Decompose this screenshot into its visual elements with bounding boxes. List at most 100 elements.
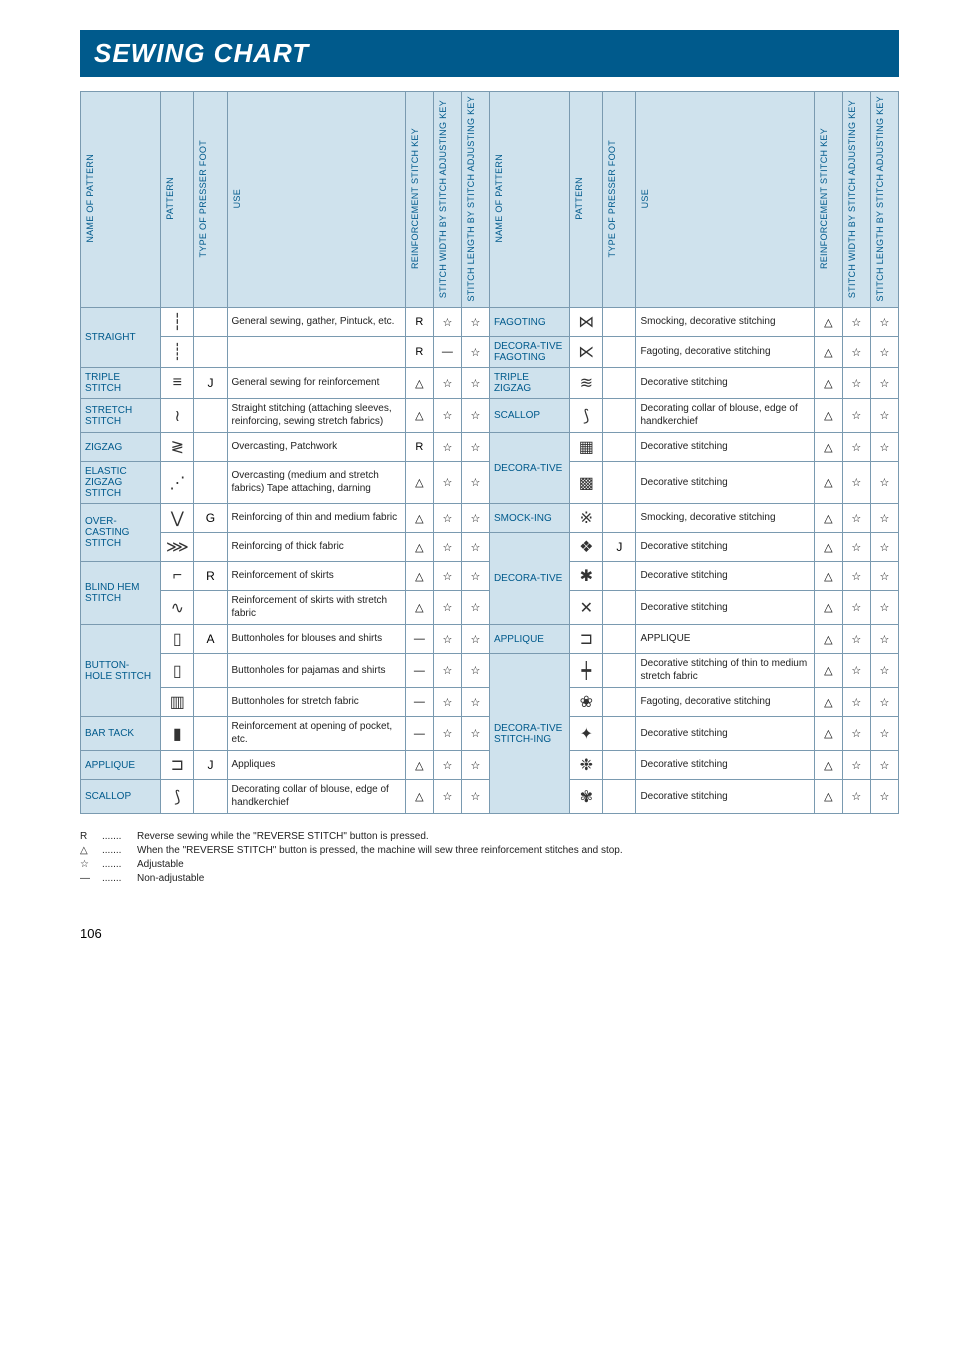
width-sym: ☆: [842, 625, 870, 654]
presser-foot-icon: [603, 399, 636, 433]
pattern-icon: ∿: [161, 591, 194, 625]
width-sym: ☆: [433, 399, 461, 433]
length-sym: ☆: [870, 751, 898, 780]
pattern-icon: ⋙: [161, 533, 194, 562]
pattern-name: APPLIQUE: [81, 751, 161, 780]
length-sym: ☆: [870, 399, 898, 433]
page: SEWING CHART NAME OF PATTERN PATTERN TYP…: [0, 0, 954, 971]
table-row: BUTTON-HOLE STITCH▯AButtonholes for blou…: [81, 625, 899, 654]
page-number: 106: [80, 926, 899, 941]
use-text: Decorative stitching of thin to medium s…: [636, 654, 814, 688]
reinforce-sym: △: [814, 504, 842, 533]
reinforce-sym: R: [405, 308, 433, 337]
use-text: Decorative stitching: [636, 462, 814, 504]
table-row: ⋙Reinforcing of thick fabric△☆☆DECORA-TI…: [81, 533, 899, 562]
width-sym: ☆: [842, 504, 870, 533]
length-sym: ☆: [461, 337, 489, 368]
hdr-name-l: NAME OF PATTERN: [81, 92, 161, 308]
width-sym: ☆: [433, 504, 461, 533]
hdr-foot-l: TYPE OF PRESSER FOOT: [194, 92, 227, 308]
use-text: Decorative stitching: [636, 533, 814, 562]
presser-foot-icon: [603, 751, 636, 780]
reinforce-sym: △: [814, 591, 842, 625]
use-text: General sewing, gather, Pintuck, etc.: [227, 308, 405, 337]
title-text: SEWING CHART: [94, 38, 309, 68]
length-sym: ☆: [870, 562, 898, 591]
hdr-pattern-l: PATTERN: [161, 92, 194, 308]
reinforce-sym: △: [814, 308, 842, 337]
legend-dots: .......: [102, 858, 137, 872]
hdr-length-r: STITCH LENGTH BY STITCH ADJUSTING KEY: [870, 92, 898, 308]
pattern-icon: ✦: [570, 717, 603, 751]
use-text: Decorative stitching: [636, 780, 814, 814]
width-sym: ☆: [842, 591, 870, 625]
length-sym: ☆: [870, 654, 898, 688]
pattern-icon: ┊: [161, 337, 194, 368]
reinforce-sym: △: [814, 462, 842, 504]
pattern-icon: ▮: [161, 717, 194, 751]
pattern-icon: ⋰: [161, 462, 194, 504]
reinforce-sym: △: [405, 591, 433, 625]
width-sym: ☆: [842, 533, 870, 562]
reinforce-sym: △: [405, 504, 433, 533]
length-sym: ☆: [461, 751, 489, 780]
presser-foot-icon: [194, 717, 227, 751]
hdr-width-l: STITCH WIDTH BY STITCH ADJUSTING KEY: [433, 92, 461, 308]
table-row: ZIGZAG≷Overcasting, PatchworkR☆☆DECORA-T…: [81, 433, 899, 462]
width-sym: ☆: [433, 654, 461, 688]
presser-foot-icon: [194, 533, 227, 562]
length-sym: ☆: [870, 688, 898, 717]
hdr-length-l: STITCH LENGTH BY STITCH ADJUSTING KEY: [461, 92, 489, 308]
pattern-name: SMOCK-ING: [489, 504, 569, 533]
reinforce-sym: △: [405, 368, 433, 399]
use-text: Reinforcement of skirts: [227, 562, 405, 591]
length-sym: ☆: [870, 337, 898, 368]
reinforce-sym: △: [814, 688, 842, 717]
use-text: Fagoting, decorative stitching: [636, 337, 814, 368]
length-sym: ☆: [461, 625, 489, 654]
legend-text: When the "REVERSE STITCH" button is pres…: [137, 844, 623, 858]
width-sym: ☆: [433, 368, 461, 399]
table-row: OVER-CASTING STITCH⋁GReinforcing of thin…: [81, 504, 899, 533]
length-sym: ☆: [461, 399, 489, 433]
legend-dots: .......: [102, 830, 137, 844]
legend-text: Non-adjustable: [137, 872, 204, 886]
width-sym: ☆: [433, 433, 461, 462]
width-sym: ☆: [433, 717, 461, 751]
pattern-name: DECORA-TIVE: [489, 433, 569, 504]
presser-foot-icon: J: [603, 533, 636, 562]
pattern-icon: ⟆: [570, 399, 603, 433]
length-sym: ☆: [870, 368, 898, 399]
width-sym: ☆: [433, 780, 461, 814]
width-sym: ☆: [433, 308, 461, 337]
table-row: STRETCH STITCH≀Straight stitching (attac…: [81, 399, 899, 433]
length-sym: ☆: [870, 625, 898, 654]
pattern-name: DECORA-TIVE FAGOTING: [489, 337, 569, 368]
reinforce-sym: △: [814, 654, 842, 688]
pattern-icon: ※: [570, 504, 603, 533]
presser-foot-icon: [603, 433, 636, 462]
length-sym: ☆: [461, 591, 489, 625]
legend-symbol: R: [80, 830, 102, 844]
reinforce-sym: △: [814, 399, 842, 433]
legend-row: —.......Non-adjustable: [80, 872, 899, 886]
reinforce-sym: △: [405, 399, 433, 433]
legend-text: Adjustable: [137, 858, 184, 872]
width-sym: ☆: [433, 591, 461, 625]
use-text: Smocking, decorative stitching: [636, 308, 814, 337]
use-text: Fagoting, decorative stitching: [636, 688, 814, 717]
width-sym: ☆: [842, 780, 870, 814]
pattern-name: TRIPLE STITCH: [81, 368, 161, 399]
table-row: ┊R—☆DECORA-TIVE FAGOTING⋉Fagoting, decor…: [81, 337, 899, 368]
pattern-icon: ⋈: [570, 308, 603, 337]
reinforce-sym: △: [405, 562, 433, 591]
presser-foot-icon: [603, 562, 636, 591]
use-text: Decorative stitching: [636, 368, 814, 399]
legend-symbol: ☆: [80, 858, 102, 872]
presser-foot-icon: [603, 780, 636, 814]
legend-row: △.......When the "REVERSE STITCH" button…: [80, 844, 899, 858]
use-text: Buttonholes for blouses and shirts: [227, 625, 405, 654]
length-sym: ☆: [461, 533, 489, 562]
hdr-pattern-r: PATTERN: [570, 92, 603, 308]
width-sym: ☆: [842, 562, 870, 591]
